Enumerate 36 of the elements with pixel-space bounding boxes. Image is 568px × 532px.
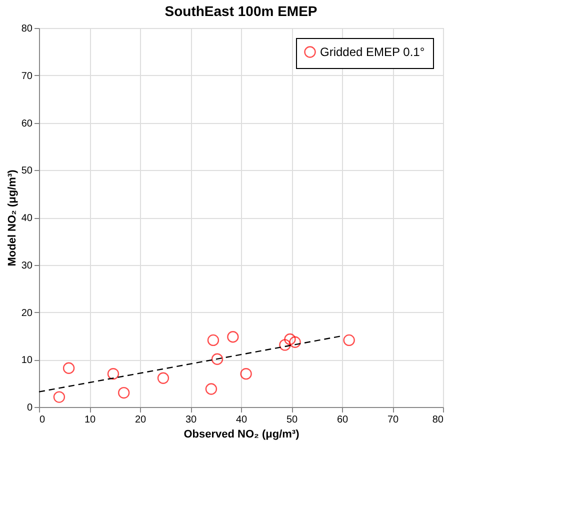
x-tick-label: 20 bbox=[134, 414, 146, 426]
y-tick-label: 60 bbox=[21, 118, 33, 130]
x-tick-label: 80 bbox=[432, 414, 444, 426]
y-tick-label: 80 bbox=[21, 24, 33, 34]
x-tick-label: 30 bbox=[185, 414, 197, 426]
point bbox=[157, 372, 170, 384]
point bbox=[343, 334, 355, 346]
point bbox=[211, 353, 224, 365]
x-tick-label: 70 bbox=[387, 414, 399, 426]
x-tick-label: 50 bbox=[286, 414, 298, 426]
point bbox=[207, 334, 220, 346]
y-tick-label: 50 bbox=[21, 166, 33, 177]
y-tick-label: 30 bbox=[21, 260, 33, 272]
point bbox=[289, 336, 301, 348]
y-tick-label: 0 bbox=[26, 402, 33, 414]
legend-label: Gridded EMEP 0.1° bbox=[320, 45, 425, 59]
y-tick-label: 10 bbox=[21, 355, 33, 366]
chart-title: SouthEast 100m EMEP bbox=[164, 3, 318, 19]
y-tick-label: 40 bbox=[21, 213, 33, 224]
x-tick-label: 40 bbox=[236, 414, 248, 426]
x-tick-label: 60 bbox=[336, 414, 348, 426]
point bbox=[284, 333, 296, 346]
y-axis-title: Model NO₂ (μg/m³) bbox=[6, 169, 18, 266]
y-tick-label: 70 bbox=[21, 70, 33, 82]
point bbox=[62, 362, 75, 374]
y-tick-label: 20 bbox=[21, 308, 33, 319]
point bbox=[240, 368, 252, 380]
point bbox=[107, 368, 120, 380]
x-axis-title: Observed NO₂ (μg/m³) bbox=[184, 428, 300, 440]
point bbox=[227, 331, 239, 343]
point bbox=[118, 386, 130, 399]
x-tick-label: 10 bbox=[84, 414, 96, 426]
x-tick-label: 0 bbox=[40, 414, 46, 426]
point bbox=[205, 383, 218, 395]
point bbox=[53, 391, 66, 403]
point bbox=[279, 339, 291, 351]
